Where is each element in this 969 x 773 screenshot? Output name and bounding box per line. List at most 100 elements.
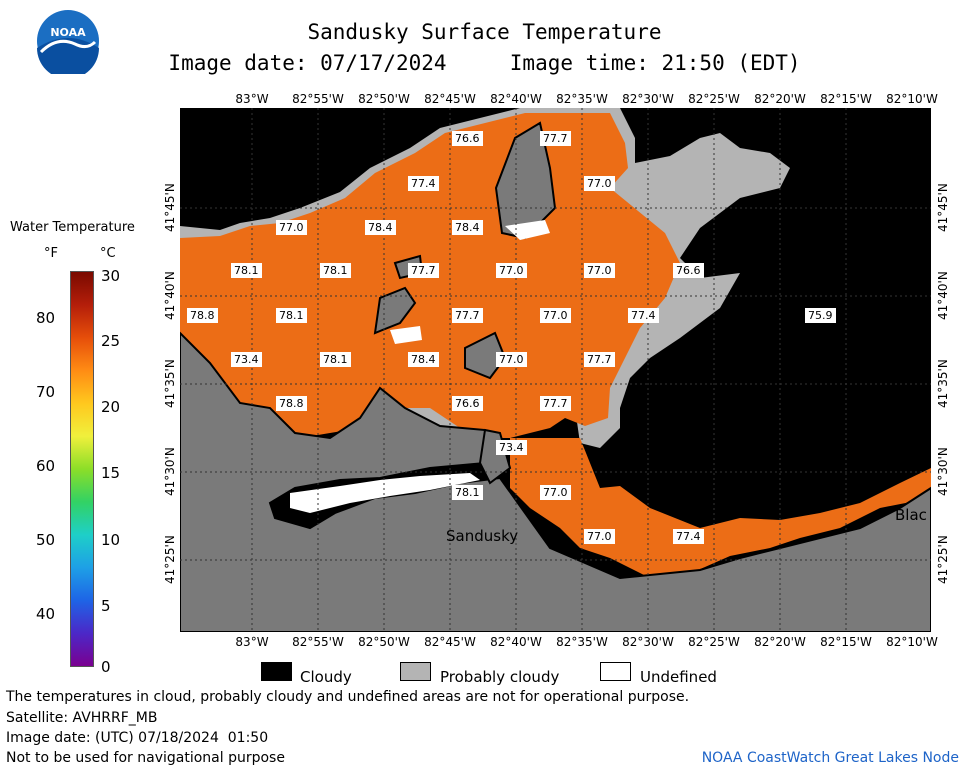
lon-label: 82°35'W — [556, 635, 608, 649]
temp-label: 73.4 — [496, 440, 527, 455]
legend-swatch-undefined — [600, 662, 631, 681]
noaa-logo-text: NOAA — [50, 26, 86, 39]
lon-label: 82°50'W — [358, 635, 410, 649]
temp-label: 77.7 — [540, 131, 571, 146]
temp-label: 77.0 — [584, 529, 615, 544]
temp-label: 78.1 — [452, 485, 483, 500]
temp-label: 73.4 — [231, 352, 262, 367]
unit-celsius: °C — [100, 246, 116, 261]
legend-swatch-probably-cloudy — [400, 662, 431, 681]
lon-label: 83°W — [235, 635, 269, 649]
lon-label: 82°20'W — [754, 635, 806, 649]
lon-label: 82°15'W — [820, 92, 872, 106]
tick-c: 25 — [101, 332, 121, 350]
satellite-text: Satellite: AVHRRF_MB — [6, 710, 158, 726]
temp-label: 76.6 — [452, 131, 483, 146]
temp-label: 77.4 — [408, 176, 439, 191]
tick-c: 20 — [101, 398, 121, 416]
lat-label: 41°25'N — [936, 535, 950, 585]
lat-label: 41°35'N — [936, 359, 950, 409]
tick-f: 60 — [36, 457, 56, 475]
temp-label: 78.4 — [452, 220, 483, 235]
temp-label: 77.4 — [673, 529, 704, 544]
temp-label: 77.4 — [628, 308, 659, 323]
tick-c: 5 — [101, 597, 111, 615]
legend-label-cloudy: Cloudy — [300, 668, 352, 686]
lon-label: 82°55'W — [292, 92, 344, 106]
temp-label: 77.7 — [452, 308, 483, 323]
land-south — [180, 331, 931, 632]
lat-label: 41°30'N — [936, 447, 950, 497]
undefined-area — [290, 473, 480, 513]
tick-f: 70 — [36, 383, 56, 401]
temp-label: 76.6 — [452, 396, 483, 411]
lon-label: 82°20'W — [754, 92, 806, 106]
temperature-colorbar — [70, 271, 94, 667]
lat-label: 41°25'N — [163, 535, 177, 585]
legend-label-probably-cloudy: Probably cloudy — [440, 668, 560, 686]
undefined-area — [390, 326, 422, 344]
temp-label: 77.0 — [540, 308, 571, 323]
graticule — [180, 108, 931, 632]
navigation-warning: Not to be used for navigational purpose — [6, 750, 285, 766]
colorbar-title: Water Temperature — [10, 220, 135, 235]
image-date-time: Image date: 07/17/2024 Image time: 21:50… — [168, 51, 801, 75]
credit-text: NOAA CoastWatch Great Lakes Node — [701, 750, 959, 766]
temp-label: 78.4 — [365, 220, 396, 235]
temp-label: 78.4 — [408, 352, 439, 367]
temperature-map — [180, 108, 931, 632]
lat-label: 41°45'N — [163, 183, 177, 233]
temp-label: 78.8 — [187, 308, 218, 323]
temp-label: 77.0 — [584, 176, 615, 191]
temp-label: 77.7 — [408, 263, 439, 278]
temp-label: 78.1 — [320, 263, 351, 278]
lat-label: 41°40'N — [163, 271, 177, 321]
temp-label: 77.0 — [496, 352, 527, 367]
temp-label: 78.1 — [320, 352, 351, 367]
lake-water-south — [510, 438, 931, 578]
temp-label: 78.1 — [231, 263, 262, 278]
tick-c: 0 — [101, 658, 111, 676]
lon-label: 82°10'W — [886, 92, 938, 106]
temp-label: 78.8 — [276, 396, 307, 411]
temp-label: 76.6 — [673, 263, 704, 278]
utc-date-text: Image date: (UTC) 07/18/2024 01:50 — [6, 730, 269, 746]
lon-label: 82°15'W — [820, 635, 872, 649]
lon-label: 82°35'W — [556, 92, 608, 106]
temp-label: 77.0 — [276, 220, 307, 235]
lon-label: 82°25'W — [688, 92, 740, 106]
lat-label: 41°40'N — [936, 271, 950, 321]
island — [464, 331, 507, 380]
temp-label: 77.7 — [540, 396, 571, 411]
lon-label: 82°10'W — [886, 635, 938, 649]
place-label-sandusky: Sandusky — [446, 527, 519, 545]
disclaimer-text: The temperatures in cloud, probably clou… — [6, 689, 690, 705]
lat-label: 41°35'N — [163, 359, 177, 409]
tick-f: 50 — [36, 531, 56, 549]
noaa-logo-icon: NOAA — [37, 10, 99, 74]
temp-label: 77.0 — [540, 485, 571, 500]
place-label-blac: Blac — [895, 506, 927, 524]
lon-label: 82°30'W — [622, 635, 674, 649]
temp-label: 78.1 — [276, 308, 307, 323]
lon-label: 82°55'W — [292, 635, 344, 649]
tick-c: 10 — [101, 531, 121, 549]
lon-label: 82°30'W — [622, 92, 674, 106]
tick-c: 15 — [101, 464, 121, 482]
island — [373, 286, 417, 335]
tick-f: 80 — [36, 309, 56, 327]
legend-label-undefined: Undefined — [640, 668, 717, 686]
temp-label: 77.0 — [496, 263, 527, 278]
temp-label: 77.0 — [584, 263, 615, 278]
unit-fahrenheit: °F — [44, 246, 58, 261]
lon-label: 82°50'W — [358, 92, 410, 106]
temp-label: 75.9 — [805, 308, 836, 323]
temp-label: 77.7 — [584, 352, 615, 367]
page-title: Sandusky Surface Temperature — [307, 20, 662, 44]
lon-label: 82°40'W — [490, 92, 542, 106]
tick-c: 30 — [101, 267, 121, 285]
lon-label: 82°45'W — [424, 92, 476, 106]
lon-label: 82°25'W — [688, 635, 740, 649]
lon-label: 82°45'W — [424, 635, 476, 649]
legend-swatch-cloudy — [261, 662, 292, 681]
